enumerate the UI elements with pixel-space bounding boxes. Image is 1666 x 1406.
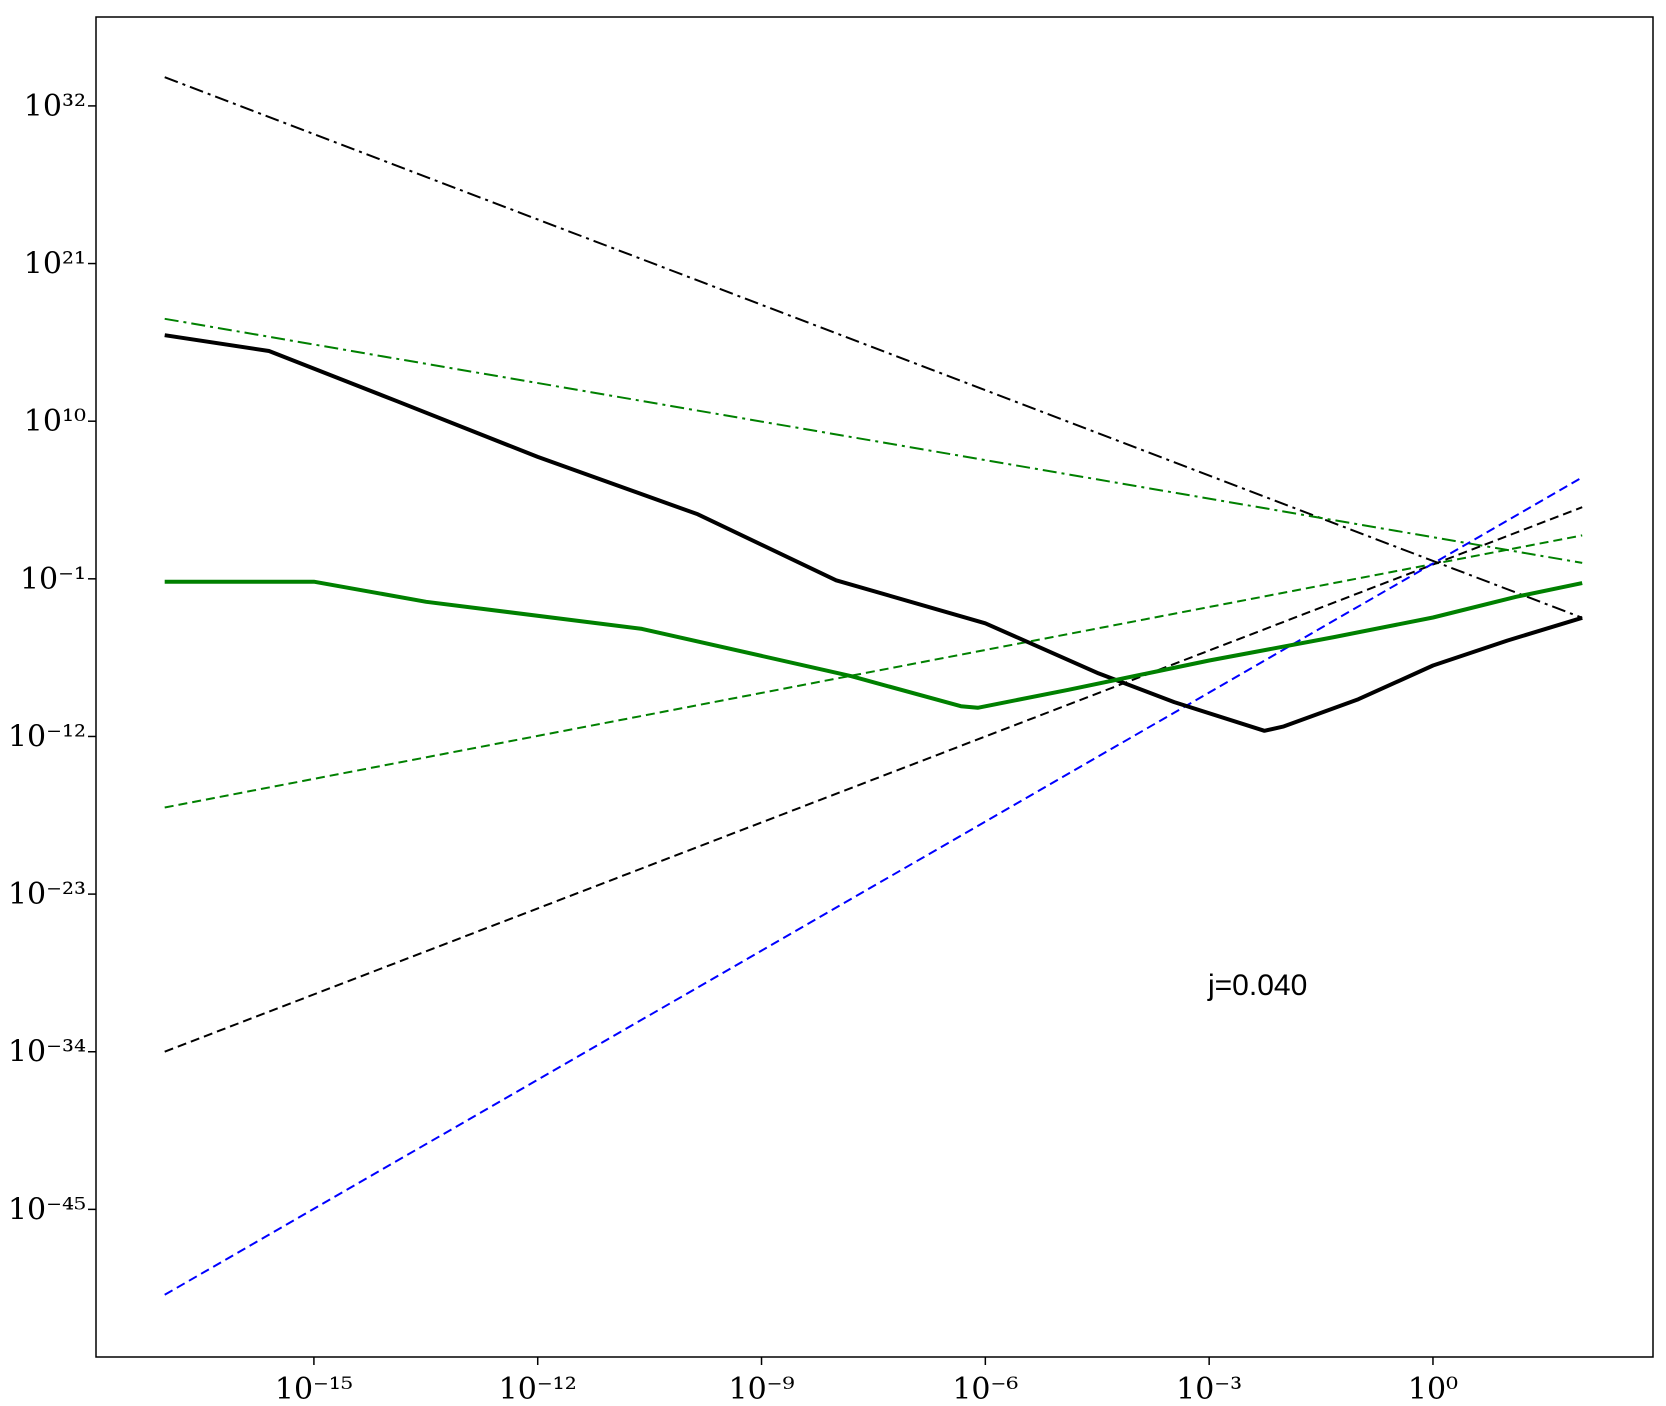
series-line <box>164 333 1583 733</box>
y-tick-label: 10⁻¹² <box>8 719 86 754</box>
x-tick-label: 10⁻¹² <box>499 1372 577 1406</box>
series-line <box>164 317 1583 564</box>
series-line <box>164 534 1583 809</box>
x-tick-label: 10⁻⁹ <box>729 1372 795 1406</box>
plot-frame <box>95 16 1654 1358</box>
series-line <box>164 579 1583 710</box>
x-tick-label: 10⁰ <box>1408 1372 1458 1406</box>
x-tick-label: 10⁻¹⁵ <box>275 1372 353 1406</box>
x-tick-label: 10⁻³ <box>1176 1372 1242 1406</box>
annotation: j=0.040 <box>1207 969 1307 1002</box>
y-tick-label: 10⁻²³ <box>8 877 86 912</box>
y-tick-label: 10²¹ <box>24 247 86 282</box>
series-line <box>164 76 1583 619</box>
series-line <box>164 506 1583 1053</box>
x-tick-label: 10⁻⁶ <box>952 1372 1018 1406</box>
y-tick-label: 10⁻³⁴ <box>8 1035 86 1070</box>
y-tick-label: 10¹⁰ <box>24 404 86 439</box>
y-tick-label: 10⁻¹ <box>20 562 86 597</box>
y-tick-label: 10³² <box>24 89 86 124</box>
series-line <box>164 476 1583 1296</box>
y-tick-label: 10⁻⁴⁵ <box>8 1192 86 1227</box>
